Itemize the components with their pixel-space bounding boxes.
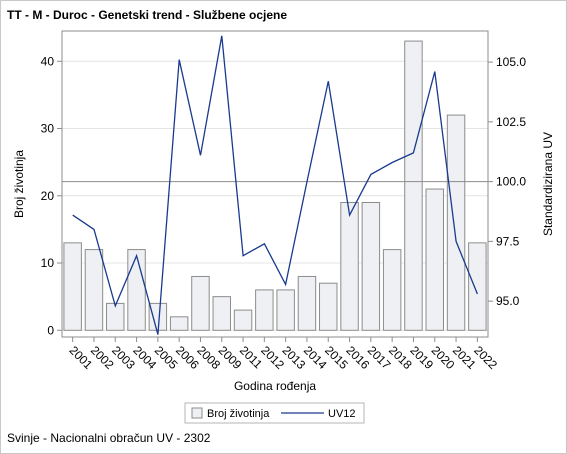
bar-2002	[84, 249, 104, 331]
y-tick-label-1: 10	[41, 256, 55, 270]
footer-note: Svinje - Nacionalni obračun UV - 2302	[7, 431, 211, 445]
bar-2013	[276, 289, 295, 331]
y2-tick-label-2: 100.0	[496, 175, 526, 189]
bar-2001	[63, 242, 82, 331]
bar-2009	[212, 296, 231, 331]
x-axis-label: Godina rođenja	[234, 379, 316, 393]
x-tick-label-2011: 2011	[237, 343, 265, 371]
legend-label-bar: Broj životinja	[207, 408, 270, 420]
bar-2021	[446, 114, 466, 331]
bar-2004	[127, 249, 146, 331]
uv12-line	[72, 35, 479, 335]
bar-2008	[191, 275, 210, 331]
bar-2019	[404, 40, 423, 331]
bar-2014	[297, 275, 317, 331]
y-axis-label: Broj životinja	[12, 150, 26, 218]
bar-2015	[319, 282, 338, 331]
plot-area	[61, 30, 489, 338]
legend-label-line: UV12	[328, 408, 356, 420]
bar-2012	[255, 289, 274, 331]
bar-2006	[169, 316, 189, 331]
chart-title: TT - M - Duroc - Genetski trend - Službe…	[7, 8, 288, 22]
y-tick-label-3: 30	[41, 122, 55, 136]
bar-2017	[361, 201, 381, 331]
bar-2016	[340, 201, 359, 331]
x-tick-label-2001: 2001	[67, 343, 96, 372]
y-tick-label-2: 20	[41, 189, 55, 203]
y2-tick-label-3: 102.5	[496, 115, 526, 129]
bar-2005	[148, 302, 168, 331]
legend-swatch-bar	[191, 407, 203, 419]
legend: Broj životinja UV12	[184, 402, 365, 424]
y-tick-label-4: 40	[41, 54, 55, 68]
y2-axis-label: Standardizirana UV	[541, 132, 555, 236]
y2-tick-label-1: 97.5	[496, 234, 520, 248]
bar-2020	[425, 188, 444, 331]
bar-2011	[233, 309, 253, 331]
bar-2022	[468, 242, 487, 331]
y2-tick-label-4: 105.0	[496, 55, 526, 69]
legend-box	[184, 402, 365, 424]
y-tick-label-0: 0	[47, 323, 54, 337]
y2-tick-label-0: 95.0	[496, 294, 520, 308]
bar-2018	[382, 249, 402, 331]
